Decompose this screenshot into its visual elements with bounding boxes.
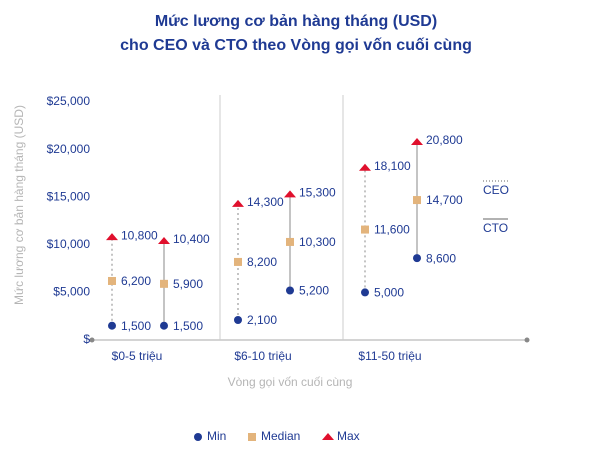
y-tick-label: $15,000 [47,189,91,203]
axis-end [89,337,95,343]
data-label: 8,600 [426,251,456,265]
data-label: 10,400 [173,232,210,246]
legend-label: Median [261,429,300,443]
legend-marker [194,433,202,441]
data-label: 1,500 [173,319,203,333]
point-square [108,276,116,285]
y-tick-label: $25,000 [47,94,91,108]
data-label: 6,200 [121,274,151,288]
data-label: 10,800 [121,228,158,242]
point-square [160,279,168,288]
point-triangle [106,233,118,241]
group-key-label: CTO [483,221,508,235]
data-label: 11,600 [374,223,410,237]
legend-label: Max [337,429,360,443]
chart-title: cho CEO và CTO theo Vòng gọi vốn cuối cù… [120,37,472,54]
point-circle [413,254,421,263]
y-tick-label: $ [83,332,90,346]
data-label: 2,100 [247,313,277,327]
legend-label: Min [207,429,226,443]
data-label: 8,200 [247,255,277,269]
point-circle [234,316,242,325]
group-key-label: CEO [483,183,509,197]
point-circle [108,321,116,330]
point-square [413,196,421,205]
x-axis-title: Vòng gọi vốn cuối cùng [228,375,353,389]
point-circle [361,288,369,297]
point-circle [160,321,168,330]
data-label: 15,300 [299,186,336,200]
data-label: 5,900 [173,277,203,291]
data-label: 10,300 [299,235,336,249]
data-label: 18,100 [374,159,411,173]
point-triangle [232,199,244,207]
legend-marker [248,433,256,441]
point-square [361,225,369,234]
y-tick-label: $20,000 [47,142,91,156]
y-tick-label: $5,000 [53,285,90,299]
point-triangle [359,163,371,171]
data-label: 1,500 [121,319,151,333]
x-tick-label: $0-5 triệu [112,349,163,363]
point-triangle [284,190,296,198]
point-square [234,257,242,266]
data-label: 14,300 [247,195,284,209]
y-tick-label: $10,000 [47,237,91,251]
legend-marker [322,433,334,440]
chart-title: Mức lương cơ bản hàng tháng (USD) [155,13,437,30]
point-triangle [411,137,423,145]
point-square [286,237,294,246]
y-axis-title: Mức lương cơ bản hàng tháng (USD) [12,105,26,305]
point-circle [286,286,294,295]
x-tick-label: $11-50 triệu [358,349,421,363]
x-tick-label: $6-10 triệu [234,349,291,363]
point-triangle [158,236,170,244]
axis-end [524,337,530,343]
data-label: 5,200 [299,284,329,298]
data-label: 5,000 [374,286,404,300]
data-label: 14,700 [426,193,463,207]
data-label: 20,800 [426,133,463,147]
